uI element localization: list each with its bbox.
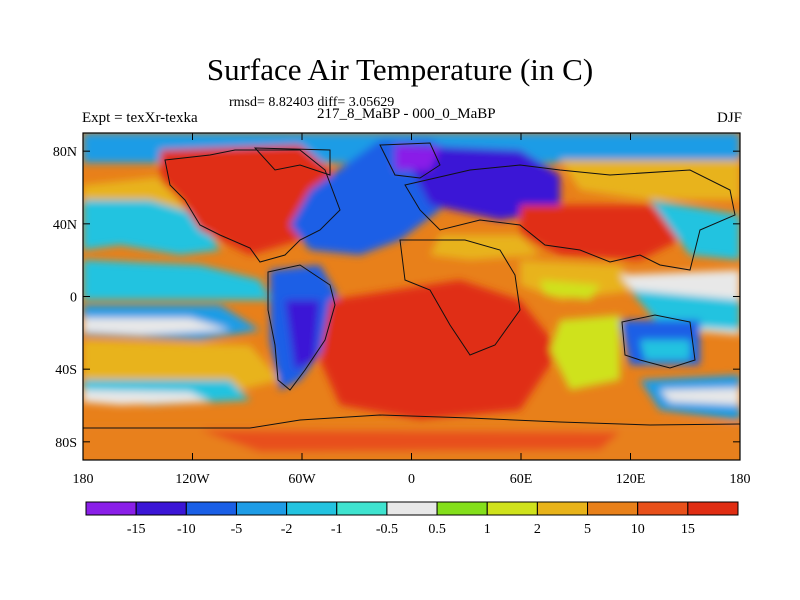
southern-ocean-neutral-field xyxy=(83,390,210,405)
colorbar-swatch xyxy=(386,501,438,516)
australia-inner-field xyxy=(640,340,690,360)
experiment-label: Expt = texXr-texka xyxy=(82,110,198,126)
colorbar-label: 5 xyxy=(584,522,591,537)
lon-tick-label: 120E xyxy=(616,472,646,487)
colorbar-label: 10 xyxy=(631,522,645,537)
longitude-axis: 180 120W 60W 0 60E 120E 180 xyxy=(73,133,751,487)
coastlines xyxy=(83,142,740,429)
lat-tick-label: 0 xyxy=(70,291,77,306)
asia-warm-field xyxy=(520,205,700,260)
rmsd-diff-stats: rmsd= 8.82403 diff= 3.05629 xyxy=(229,95,395,110)
greenland-outline xyxy=(379,142,441,179)
colorbar-label: -0.5 xyxy=(376,522,398,537)
south-pacific-neutral-band xyxy=(83,318,230,335)
colorbar: -15 -10 -5 -2 -1 -0.5 0.5 1 2 5 10 15 xyxy=(85,501,739,537)
colorbar-label: 0.5 xyxy=(428,522,446,537)
lat-tick-label: 80S xyxy=(55,436,77,451)
north-america-outline xyxy=(164,149,341,263)
lon-tick-label: 60E xyxy=(510,472,533,487)
colorbar-swatch xyxy=(687,501,739,516)
lat-tick-label: 40S xyxy=(55,363,77,378)
colorbar-swatch xyxy=(235,501,288,516)
arabian-sea-field xyxy=(540,280,600,300)
colorbar-swatch xyxy=(536,501,589,516)
north-africa-field xyxy=(430,235,540,260)
latitude-axis: 80N 40N 0 40S 80S xyxy=(53,145,740,451)
lon-tick-label: 60W xyxy=(288,472,316,487)
map-title: Surface Air Temperature (in C) xyxy=(206,52,594,87)
colorbar-label: 1 xyxy=(484,522,491,537)
colorbar-swatch xyxy=(336,501,388,516)
colorbar-swatch xyxy=(185,501,237,516)
colorbar-swatch xyxy=(135,501,187,516)
andes-cold-field xyxy=(285,300,320,370)
greenland-cold-field xyxy=(395,145,440,170)
africa-outline xyxy=(399,239,521,356)
lon-tick-label: 180 xyxy=(73,472,94,487)
south-america-outline xyxy=(267,264,336,391)
colorbar-label: -10 xyxy=(177,522,196,537)
antarctica-inner-field xyxy=(200,430,620,452)
colorbar-swatch xyxy=(637,501,689,516)
colorbar-label: -15 xyxy=(127,522,146,537)
season-label: DJF xyxy=(716,110,742,126)
colorbar-swatch xyxy=(587,501,639,516)
lon-tick-label: 180 xyxy=(730,472,751,487)
antarctica-outline xyxy=(83,414,740,429)
arctic-islands-outline xyxy=(253,147,331,176)
lon-tick-label: 120W xyxy=(175,472,210,487)
colorbar-label: -5 xyxy=(231,522,243,537)
north-pacific-cool-field xyxy=(83,200,220,255)
colorbar-swatch xyxy=(436,501,488,516)
colorbar-label: -1 xyxy=(331,522,343,537)
australia-outline xyxy=(621,314,696,369)
south-indian-field xyxy=(550,315,620,390)
siberia-field xyxy=(560,160,740,200)
lon-tick-label: 0 xyxy=(408,472,415,487)
colorbar-swatch xyxy=(85,501,137,516)
field-layer xyxy=(83,133,740,460)
colorbar-label: 2 xyxy=(534,522,541,537)
south-atlantic-warm-field xyxy=(320,280,560,420)
south-tasman-neutral-field xyxy=(660,388,740,405)
comparison-label: 217_8_MaBP - 000_0_MaBP xyxy=(317,106,496,122)
north-west-pacific-field xyxy=(650,200,740,260)
colorbar-swatch xyxy=(286,501,338,516)
colorbar-label: -2 xyxy=(281,522,293,537)
eurasia-outline xyxy=(404,164,736,271)
lat-tick-label: 40N xyxy=(53,218,77,233)
europe-cold-field xyxy=(400,145,560,220)
colorbar-label: 15 xyxy=(681,522,695,537)
colorbar-swatch xyxy=(486,501,538,516)
lat-tick-label: 80N xyxy=(53,145,77,160)
pacific-cool-band xyxy=(83,260,270,300)
